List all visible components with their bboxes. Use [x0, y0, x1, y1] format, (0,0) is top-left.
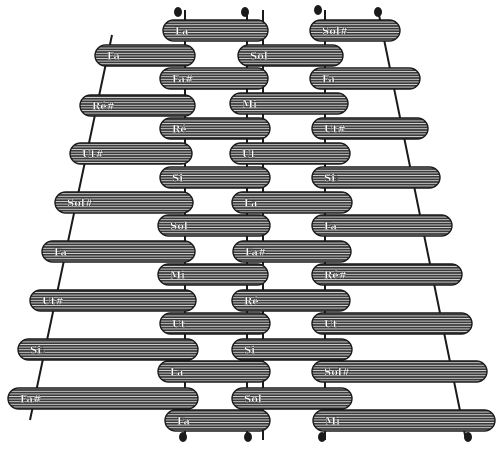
bar — [311, 214, 453, 237]
bar — [309, 67, 421, 90]
bar — [164, 409, 271, 432]
bar — [162, 19, 269, 42]
bar-note-label: Fa — [322, 75, 336, 86]
bar-note-label: La — [170, 368, 184, 379]
bar — [159, 166, 271, 189]
cord-knot — [314, 5, 322, 15]
bar — [157, 263, 269, 286]
bar — [231, 289, 351, 312]
bar-note-label: Ut# — [82, 150, 104, 161]
bar-note-label: Fa# — [245, 248, 266, 259]
cord-knots — [174, 5, 472, 442]
bar — [159, 312, 271, 335]
bar-note-label: Ré# — [324, 271, 347, 282]
bar — [94, 44, 196, 67]
bar — [157, 214, 271, 237]
bar-note-label: Ut — [242, 150, 256, 161]
bar — [232, 240, 352, 263]
bar — [159, 67, 269, 90]
cord-line — [29, 34, 113, 421]
bar — [159, 117, 271, 140]
wooden-bars: Fa Ré# Ut# Sol# Fa Ut# Si♭ Fa# La Fa# Ré Si Sol Mi Ut L… — [7, 19, 496, 432]
bar-note-label: Fa — [107, 52, 121, 63]
bar — [69, 142, 193, 165]
bar-note-label: Fa# — [20, 395, 41, 406]
bar-note-label: Fa — [324, 222, 338, 233]
bar-note-label: Ut — [324, 320, 338, 331]
bar — [231, 191, 353, 214]
bar — [29, 289, 197, 312]
bar — [54, 191, 194, 214]
bar-note-label: Sol — [250, 52, 268, 63]
cord-knot — [241, 7, 249, 17]
bar-note-label: Mi — [170, 271, 185, 282]
bar-note-label: Fa# — [172, 75, 193, 86]
bar — [311, 263, 463, 286]
bar-note-label: Ré — [172, 125, 187, 136]
bar-note-label: Ré — [244, 297, 259, 308]
bar-note-label: Mi — [325, 417, 340, 428]
bar — [7, 387, 199, 410]
bar — [231, 387, 353, 410]
bar-note-label: La — [244, 199, 258, 210]
bar — [311, 166, 441, 189]
bar — [237, 44, 344, 67]
bar-note-label: Sol# — [322, 27, 348, 38]
bar-note-label: Ré# — [92, 102, 115, 113]
cord-knot — [244, 432, 252, 442]
bar — [309, 19, 401, 42]
bar — [311, 117, 429, 140]
bar — [229, 92, 349, 115]
bar-note-label: Ut# — [324, 125, 346, 136]
bar-note-label: Si — [244, 346, 255, 357]
bar-note-label: Ut — [172, 320, 186, 331]
bar-note-label: La — [175, 27, 189, 38]
bar — [41, 240, 196, 263]
bar-note-label: Si♭ — [324, 174, 340, 185]
bar-note-label: Ut# — [42, 297, 64, 308]
cord-knot — [179, 432, 187, 442]
bar — [157, 360, 271, 383]
bar — [311, 312, 473, 335]
cord-knot — [374, 7, 382, 17]
bar — [229, 142, 351, 165]
bar-note-label: Sol — [244, 395, 262, 406]
bar-note-label: Mi — [242, 100, 257, 111]
bar — [231, 338, 353, 361]
cord-knot — [318, 432, 326, 442]
bar-note-label: Sol — [170, 222, 188, 233]
bar — [79, 94, 196, 117]
bar-note-label: Si♭ — [30, 346, 46, 357]
bar-note-label: Si — [172, 174, 183, 185]
bar — [17, 338, 199, 361]
cord-knot — [464, 432, 472, 442]
cord-knot — [174, 7, 182, 17]
bar-note-label: Sol# — [324, 368, 350, 379]
bar-note-label: Fa — [54, 248, 68, 259]
bar — [312, 409, 496, 432]
bar — [311, 360, 488, 383]
bar-note-label: Sol# — [67, 199, 93, 210]
bar-note-label: Fa — [177, 417, 191, 428]
